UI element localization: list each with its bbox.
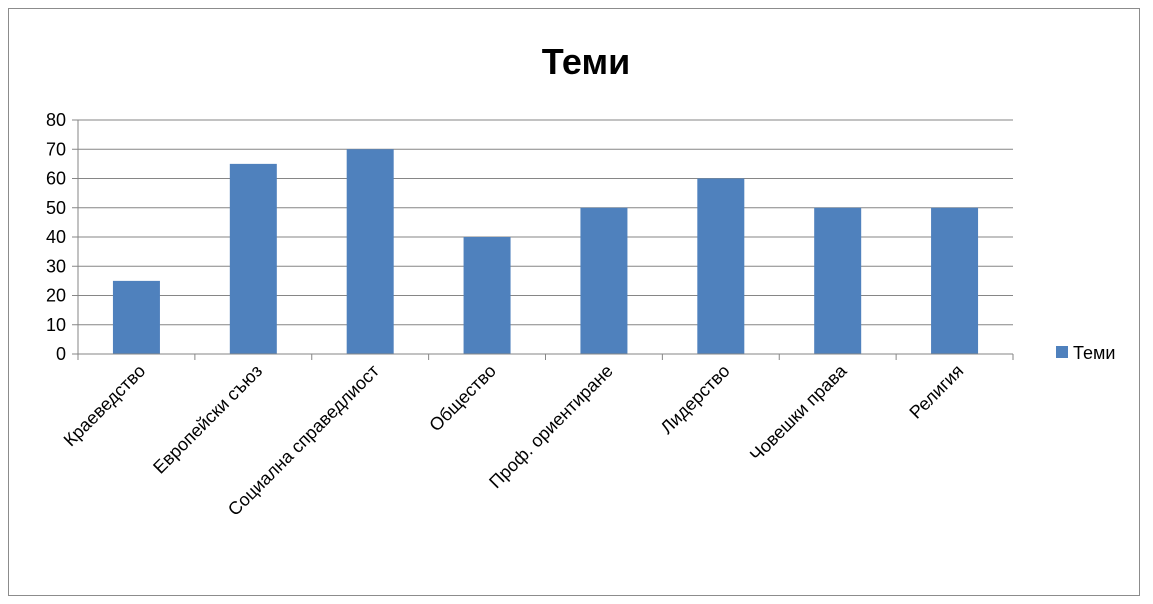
bar: [931, 207, 979, 354]
x-tick-label: Лидерство: [657, 361, 734, 438]
y-tick-label: 60: [46, 169, 66, 189]
y-tick-label: 0: [56, 344, 66, 364]
bar: [463, 237, 511, 354]
y-tick-label: 20: [46, 286, 66, 306]
y-tick-labels: 0 10 20 30 40 50 60 70 80: [46, 110, 66, 364]
y-tick-label: 70: [46, 139, 66, 159]
y-tick-label: 10: [46, 315, 66, 335]
legend: Теми: [1056, 343, 1115, 363]
bar: [814, 207, 862, 354]
y-tick-label: 40: [46, 227, 66, 247]
legend-swatch: [1056, 346, 1068, 358]
x-tick-label: Краеведство: [60, 361, 150, 451]
chart-title: Теми: [542, 41, 631, 82]
bar: [229, 163, 277, 354]
y-tick-label: 80: [46, 110, 66, 130]
x-tick-label: Религия: [905, 361, 967, 423]
x-tick-label: Общество: [425, 361, 500, 436]
bar: [346, 149, 394, 354]
y-tick-label: 50: [46, 198, 66, 218]
bar: [580, 207, 628, 354]
y-tick-label: 30: [46, 256, 66, 276]
gridlines: [78, 119, 1013, 326]
x-tick-label: Европейски съюз: [149, 361, 266, 478]
bars: [112, 149, 979, 354]
bar: [697, 178, 745, 354]
x-tick-label: Човешки права: [746, 360, 851, 465]
bar: [112, 280, 160, 354]
axes: [72, 119, 1014, 360]
legend-label: Теми: [1073, 343, 1115, 363]
x-tick-label: Проф. ориентиране: [485, 361, 617, 493]
